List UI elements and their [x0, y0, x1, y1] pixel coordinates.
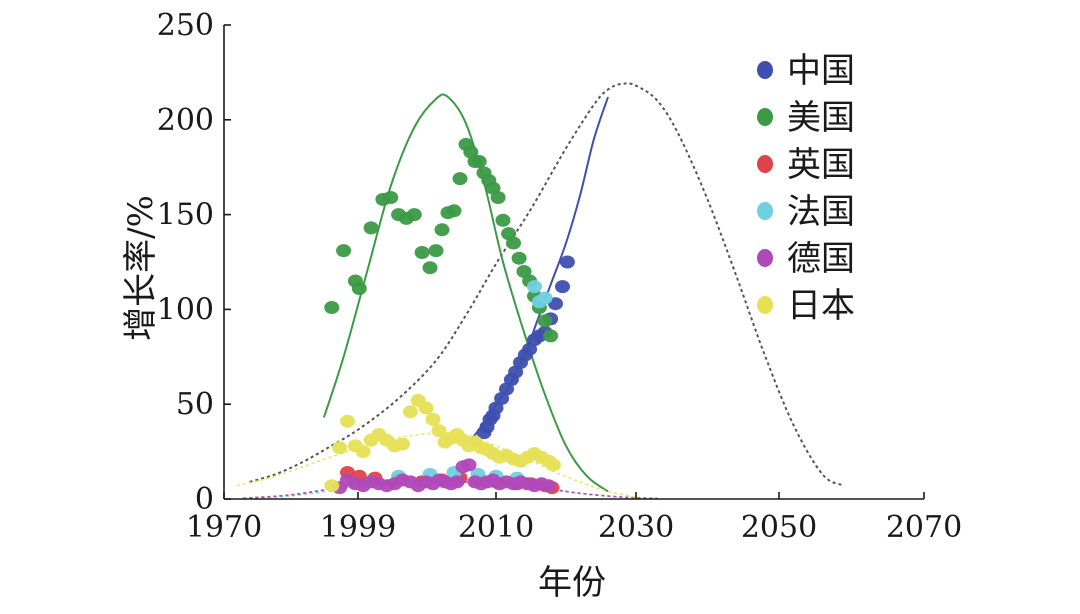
- point-1-6: [383, 191, 399, 204]
- x-tick-label-0: 1970: [186, 510, 262, 545]
- legend-marker-0: [757, 61, 773, 79]
- point-1-4: [363, 221, 379, 235]
- point-1-25: [495, 213, 511, 227]
- axes: 0 50 100 150 200 250 1970 1999 2010 2030 2050 2070 年…: [121, 8, 962, 603]
- point-1-9: [406, 208, 422, 222]
- point-1-33: [537, 314, 553, 328]
- fit-curves: [236, 82, 845, 500]
- x-tick-label-3: 2030: [598, 510, 674, 545]
- point-5-14: [431, 424, 447, 438]
- point-4-18: [461, 458, 477, 472]
- legend-label-2: 英国: [787, 145, 855, 185]
- legend-marker-1: [757, 108, 773, 126]
- point-0-17: [555, 280, 570, 294]
- point-1-15: [446, 204, 462, 218]
- point-1-3: [351, 282, 367, 295]
- point-1-12: [428, 244, 444, 258]
- legend-marker-2: [757, 155, 773, 173]
- point-1-20: [471, 155, 487, 168]
- y-tick-label-3: 150: [157, 198, 214, 233]
- point-1-28: [511, 251, 527, 265]
- legend-label-4: 德国: [787, 239, 855, 279]
- point-1-13: [434, 223, 450, 237]
- y-tick-label-4: 200: [157, 103, 214, 138]
- point-4-30: [541, 479, 556, 493]
- y-tick-label-1: 50: [176, 387, 214, 422]
- point-4-16: [449, 475, 465, 489]
- fit-curve-1: [322, 93, 609, 493]
- point-5-10: [402, 405, 418, 419]
- point-1-0: [324, 301, 340, 314]
- point-1-27: [506, 236, 521, 250]
- legend-marker-4: [757, 249, 773, 267]
- legend-marker-3: [757, 202, 773, 220]
- point-1-34: [543, 329, 559, 343]
- data-points: [324, 137, 575, 495]
- point-3-8: [537, 291, 553, 305]
- x-tick-label-5: 2070: [886, 510, 962, 545]
- y-tick-label-5: 250: [157, 8, 214, 43]
- point-5-1: [332, 441, 348, 455]
- x-tick-label-4: 2050: [741, 510, 817, 545]
- forecast-curve: [249, 82, 845, 487]
- legend-label-3: 法国: [787, 192, 855, 232]
- point-5-4: [355, 445, 371, 459]
- legend-label-5: 日本: [787, 286, 855, 326]
- point-0-18: [559, 255, 575, 269]
- point-1-24: [490, 191, 506, 204]
- point-3-6: [527, 280, 542, 294]
- x-tick-label-1: 1999: [320, 510, 396, 545]
- point-5-9: [395, 437, 410, 451]
- fit-curve-5: [236, 431, 637, 498]
- legend-label-0: 中国: [787, 51, 855, 91]
- y-axis-title: 增长率/%: [121, 195, 161, 341]
- x-axis-title: 年份: [538, 563, 606, 603]
- point-5-2: [340, 414, 355, 428]
- point-1-11: [422, 261, 438, 275]
- point-5-0: [324, 479, 340, 493]
- y-tick-label-2: 100: [157, 292, 214, 327]
- x-tick-label-2: 2010: [458, 510, 534, 545]
- fit-curve-0: [468, 96, 609, 443]
- point-5-12: [418, 401, 434, 415]
- legend-label-1: 美国: [787, 98, 855, 138]
- point-1-1: [336, 244, 352, 258]
- legend-marker-5: [757, 296, 773, 314]
- point-5-32: [545, 458, 561, 472]
- point-5-13: [425, 412, 441, 426]
- point-1-16: [452, 172, 468, 186]
- point-1-10: [414, 246, 430, 259]
- y-tick-label-0: 0: [195, 482, 214, 517]
